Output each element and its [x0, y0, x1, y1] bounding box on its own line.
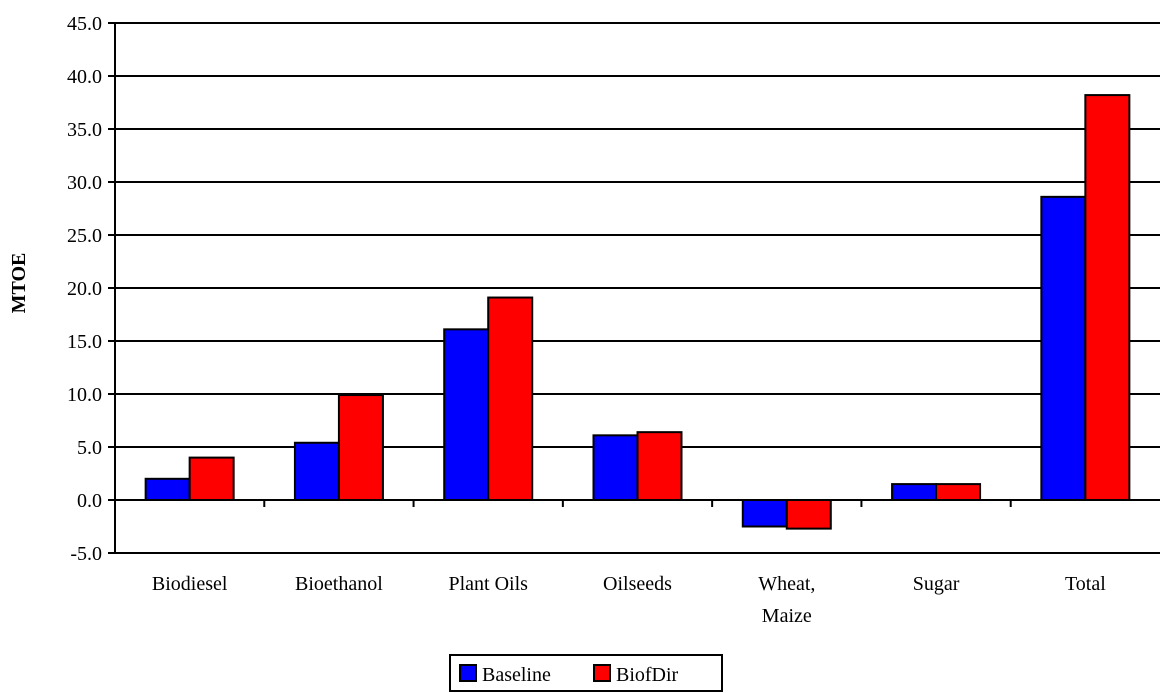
- bar-biofdir: [487, 296, 534, 502]
- legend-box: [449, 654, 723, 692]
- x-tick-label: Maize: [762, 605, 812, 627]
- y-tick-label: 20.0: [67, 278, 102, 300]
- bar-baseline: [293, 441, 340, 502]
- bar-biofdir: [1084, 94, 1131, 502]
- legend-label-biofdir: BiofDir: [616, 664, 679, 686]
- bar-biofdir: [188, 456, 235, 502]
- bar-baseline: [891, 483, 938, 502]
- y-tick-label: 10.0: [67, 384, 102, 406]
- y-axis-title: MTOE: [8, 253, 30, 314]
- y-tick-label: 15.0: [67, 331, 102, 353]
- legend-swatch-biofdir: [593, 664, 611, 682]
- y-tick-label: 0.0: [77, 490, 102, 512]
- legend-swatch-baseline: [459, 664, 477, 682]
- bar-baseline: [144, 477, 191, 501]
- x-tick-label: Bioethanol: [295, 573, 383, 595]
- y-tick-label: 5.0: [77, 437, 102, 459]
- y-tick-label: 40.0: [67, 66, 102, 88]
- x-tick-label: Total: [1065, 573, 1106, 595]
- y-tick-label: 25.0: [67, 225, 102, 247]
- bar-biofdir: [636, 431, 683, 501]
- bar-biofdir: [785, 499, 832, 530]
- bar-baseline: [443, 328, 490, 501]
- x-tick-label: Oilseeds: [603, 573, 672, 595]
- y-axis-tick-labels: 45.0 40.0 35.0 30.0 25.0 20.0 15.0 10.0 5.0 0.0 -5…: [67, 13, 102, 565]
- bar-baseline: [1040, 195, 1087, 501]
- y-tick-label: -5.0: [70, 543, 102, 565]
- bar-baseline: [592, 434, 639, 501]
- y-tick-label: 35.0: [67, 119, 102, 141]
- x-tick-label: Wheat,: [758, 573, 815, 595]
- axes: [108, 22, 1160, 554]
- bar-biofdir: [935, 483, 982, 502]
- x-axis-tick-labels: Biodiesel Bioethanol Plant Oils Oilseeds Whe…: [152, 573, 1106, 627]
- y-tick-label: 30.0: [67, 172, 102, 194]
- bar-baseline: [741, 499, 788, 528]
- legend-label-baseline: Baseline: [482, 664, 551, 686]
- x-tick-label: Plant Oils: [448, 573, 528, 595]
- bars: [144, 94, 1131, 530]
- bar-biofdir: [337, 394, 384, 501]
- x-tick-label: Sugar: [913, 573, 960, 595]
- legend: Baseline BiofDir: [449, 654, 723, 692]
- x-tick-label: Biodiesel: [152, 573, 228, 595]
- y-tick-label: 45.0: [67, 13, 102, 35]
